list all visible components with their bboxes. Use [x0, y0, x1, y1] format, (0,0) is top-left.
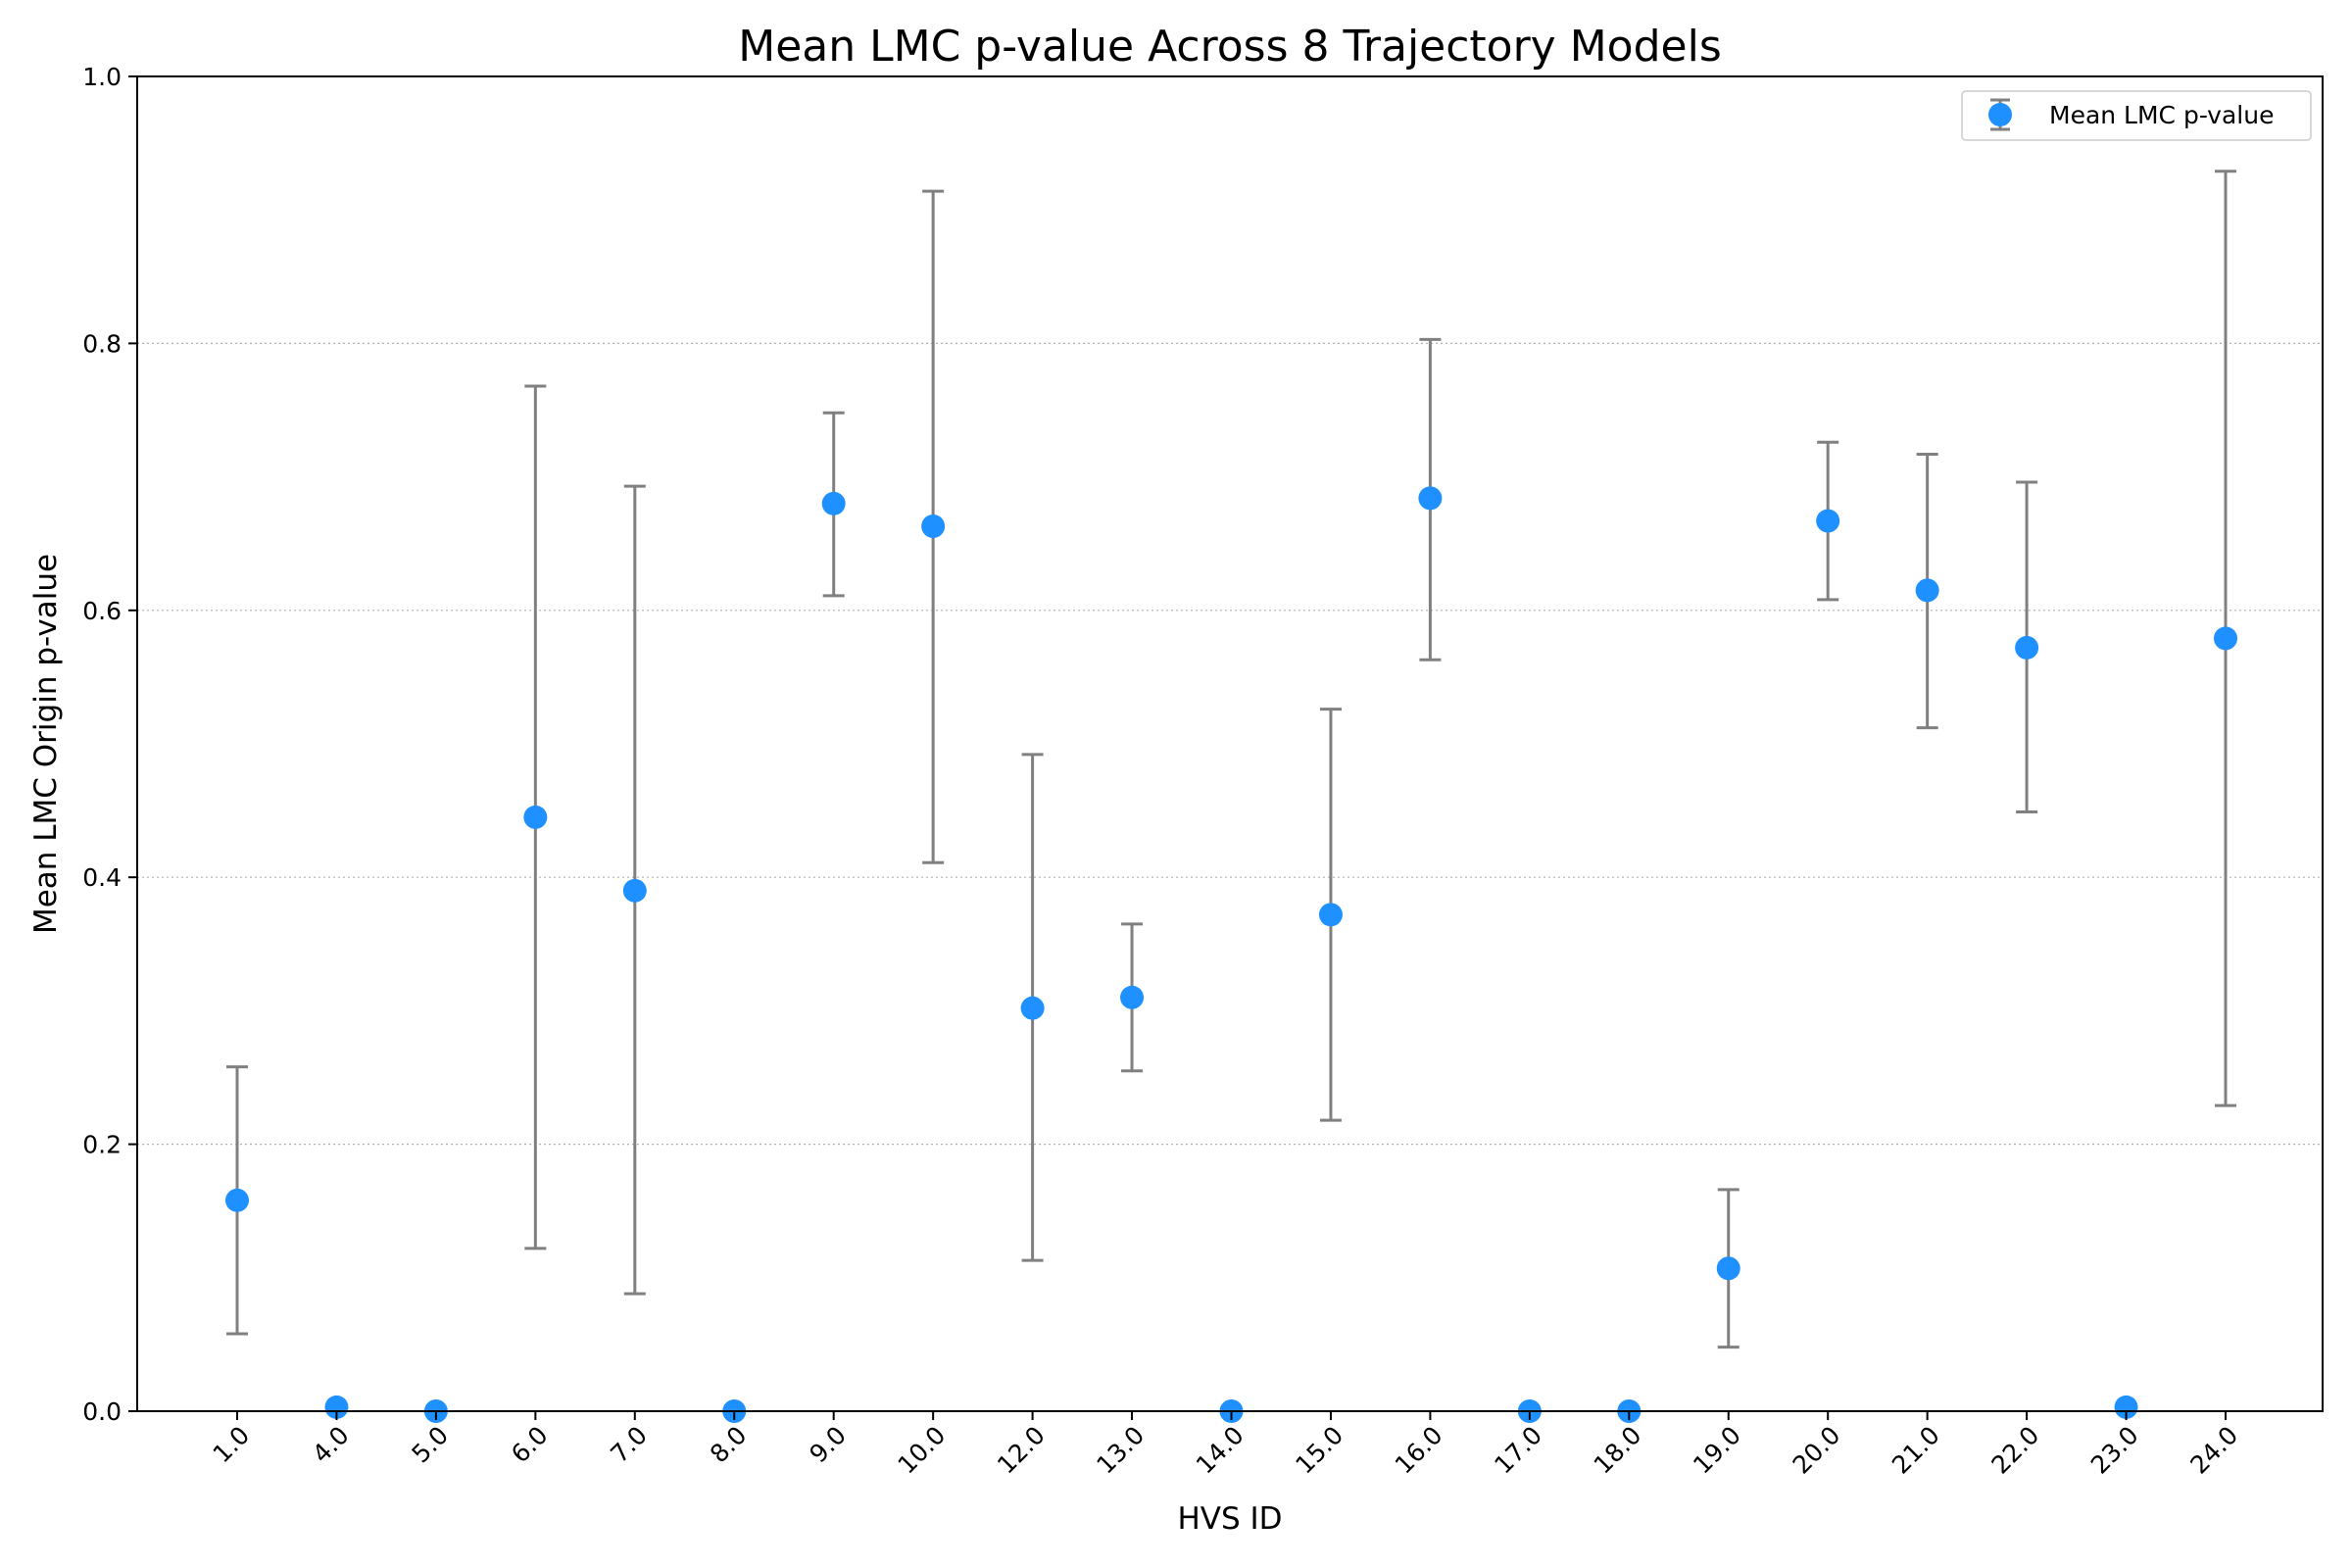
x-tick-label: 19.0 — [1688, 1421, 1746, 1480]
data-point — [2015, 635, 2039, 660]
x-tick-label: 7.0 — [605, 1421, 653, 1469]
data-point — [1716, 1256, 1740, 1281]
legend: Mean LMC p-value — [1961, 90, 2312, 141]
data-point — [622, 878, 647, 903]
y-axis-label: Mean LMC Origin p-value — [28, 554, 64, 934]
data-point — [225, 1188, 249, 1212]
plot-frame — [136, 75, 2324, 1412]
x-axis-label: HVS ID — [1177, 1501, 1282, 1537]
grid-lines — [137, 342, 2323, 1146]
y-tick-label: 1.0 — [82, 63, 122, 91]
x-tick-label: 15.0 — [1290, 1421, 1348, 1480]
legend-box — [1961, 90, 2312, 141]
x-tick-label: 23.0 — [2085, 1421, 2144, 1480]
y-tick-label: 0.0 — [82, 1397, 122, 1426]
x-tick-label: 4.0 — [307, 1421, 355, 1469]
data-point — [523, 805, 548, 829]
x-tick-label: 12.0 — [992, 1421, 1051, 1480]
y-tick-label: 0.4 — [82, 863, 122, 892]
x-tick-label: 24.0 — [2184, 1421, 2243, 1480]
x-tick-label: 16.0 — [1390, 1421, 1448, 1480]
x-tick-label: 9.0 — [804, 1421, 852, 1469]
data-point — [1418, 486, 1443, 511]
x-axis-ticks: 1.0 4.0 5.0 6.0 7.0 8.0 9.0 10.0 12.0 13.0 14.0 15.… — [208, 1411, 2243, 1480]
data-point — [2114, 1395, 2138, 1419]
data-points — [225, 486, 2237, 1423]
legend-label: Mean LMC p-value — [2049, 101, 2274, 129]
chart-title: Mean LMC p-value Across 8 Trajectory Mod… — [738, 22, 1722, 72]
data-point — [1816, 509, 1840, 533]
data-point — [821, 491, 846, 515]
y-tick-label: 0.2 — [82, 1131, 122, 1159]
x-tick-label: 22.0 — [1985, 1421, 2044, 1480]
x-tick-label: 21.0 — [1886, 1421, 1945, 1480]
y-tick-label: 0.8 — [82, 329, 122, 358]
x-tick-label: 1.0 — [208, 1421, 256, 1469]
data-point — [921, 514, 946, 538]
data-point — [2214, 626, 2237, 651]
x-tick-label: 8.0 — [705, 1421, 753, 1469]
data-point — [324, 1395, 349, 1419]
x-tick-label: 6.0 — [506, 1421, 554, 1469]
data-point — [1020, 996, 1045, 1020]
x-tick-label: 17.0 — [1489, 1421, 1547, 1480]
x-tick-label: 10.0 — [893, 1421, 952, 1480]
x-tick-label: 14.0 — [1191, 1421, 1250, 1480]
y-tick-label: 0.6 — [82, 597, 122, 625]
y-axis-ticks: 0.0 0.2 0.4 0.6 0.8 1.0 — [82, 63, 137, 1426]
x-tick-label: 13.0 — [1091, 1421, 1150, 1480]
x-tick-label: 5.0 — [407, 1421, 455, 1469]
x-tick-label: 18.0 — [1589, 1421, 1647, 1480]
legend-marker — [1988, 98, 2012, 131]
data-point — [1318, 903, 1343, 927]
data-point — [1915, 578, 1939, 603]
data-point — [1120, 985, 1145, 1009]
error-bars — [226, 170, 2236, 1349]
x-tick-label: 20.0 — [1788, 1421, 1846, 1480]
